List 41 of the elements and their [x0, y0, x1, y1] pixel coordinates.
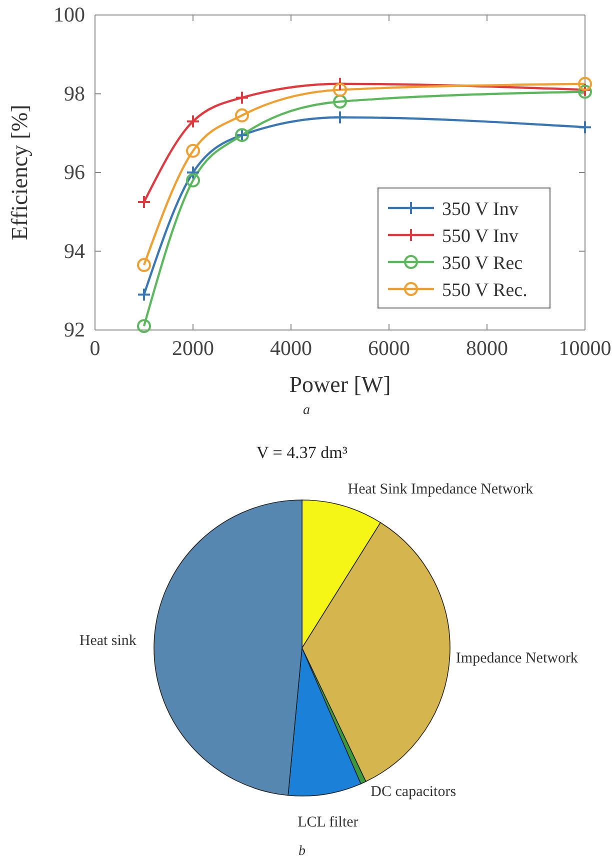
- point: [137, 319, 151, 334]
- y-axis-title: Efficiency [%]: [7, 104, 32, 240]
- x-tick-label: 0: [90, 336, 100, 360]
- x-axis-title: Power [W]: [289, 372, 391, 397]
- y-tick-label: 100: [54, 2, 85, 27]
- x-tick-label: 2000: [172, 336, 214, 360]
- point: [333, 110, 347, 124]
- x-tick-label: 10000: [558, 336, 612, 360]
- slice-label: Heat sink: [79, 633, 137, 650]
- y-tick-label: 92: [64, 318, 85, 342]
- x-tick-label: 4000: [270, 336, 312, 360]
- point: [137, 288, 151, 302]
- legend-label: 350 V Rec: [442, 253, 523, 274]
- legend-label: 550 V Inv: [442, 226, 519, 247]
- x-tick-label: 8000: [466, 336, 508, 360]
- point: [578, 76, 592, 91]
- slice-label: DC capacitors: [370, 784, 456, 800]
- legend-label: 550 V Rec.: [442, 280, 528, 301]
- text: a: [303, 403, 310, 418]
- y-tick-label: 94: [64, 238, 86, 263]
- y-tick-label: 98: [64, 81, 85, 106]
- point: [137, 195, 151, 210]
- point: [186, 166, 200, 180]
- point: [186, 114, 200, 128]
- y-tick-label: 96: [64, 160, 85, 184]
- point: [235, 90, 249, 105]
- slice-label: Impedance Network: [456, 650, 578, 666]
- point: [186, 173, 200, 188]
- chart-title: V = 4.37 dm³: [256, 443, 348, 462]
- slice-label: LCL filter: [298, 814, 358, 831]
- point: [186, 144, 200, 158]
- point: [137, 258, 151, 272]
- x-tick-label: 6000: [368, 336, 410, 360]
- point: [333, 76, 347, 91]
- point: [578, 120, 592, 134]
- legend-label: 350 V Inv: [442, 199, 519, 220]
- slice-label: Heat Sink Impedance Network: [348, 482, 534, 498]
- point: [333, 94, 347, 109]
- text: b: [298, 844, 306, 859]
- point: [333, 82, 347, 97]
- point: [235, 108, 249, 122]
